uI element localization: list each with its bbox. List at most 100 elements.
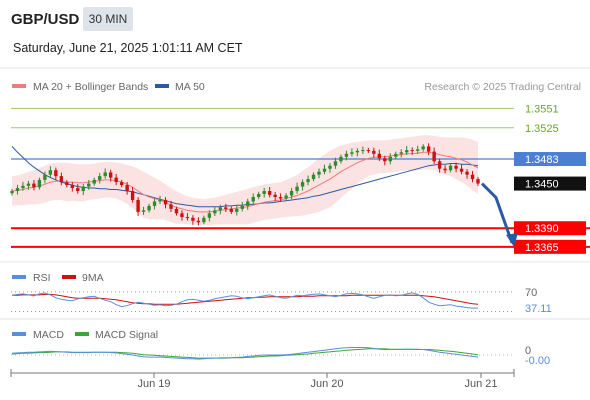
candle-body	[443, 168, 447, 171]
candle-body	[355, 150, 360, 153]
candle-body	[229, 208, 233, 212]
chart-header: GBP/USD 30 MIN Saturday, June 21, 2025 1…	[0, 0, 590, 55]
candle-body	[130, 191, 135, 200]
macd-legend-swatch	[12, 332, 26, 336]
candle-body	[273, 194, 277, 197]
rsi-ma-legend-swatch	[62, 275, 76, 279]
candle-body	[339, 156, 343, 162]
candle-body	[147, 205, 151, 211]
rsi-panel: 70 37.11	[11, 287, 552, 315]
research-credit: Research © 2025 Trading Central	[424, 81, 581, 93]
candle-body	[235, 208, 239, 212]
candle-body	[185, 217, 190, 219]
candle-body	[92, 179, 96, 184]
candle-body	[257, 194, 261, 197]
rsi-legend-swatch	[12, 275, 26, 279]
symbol-title: GBP/USD	[11, 11, 80, 28]
x-axis-tick-label: Jun 21	[464, 378, 497, 390]
candle-body	[196, 220, 201, 223]
candle-body	[81, 186, 85, 192]
candle-body	[410, 150, 414, 152]
candle-body	[350, 152, 354, 154]
candle-body	[65, 182, 69, 186]
candle-body	[10, 191, 14, 194]
x-axis-tick-label: Jun 20	[310, 378, 343, 390]
candle-body	[207, 213, 212, 218]
candle-body	[119, 182, 124, 186]
price-panel: 1.3551 1.3525 1.3483 1.3450 1.3390 1.3365	[10, 103, 590, 254]
candle-body	[180, 213, 184, 218]
candle-body	[76, 188, 80, 192]
candle-body	[383, 158, 387, 162]
timeframe-button[interactable]: 30 MIN	[83, 7, 133, 31]
candle-body	[459, 168, 464, 172]
candle-body	[377, 153, 382, 159]
candle-body	[87, 183, 91, 187]
ma50-legend-swatch	[155, 84, 169, 88]
candle-body	[32, 183, 36, 188]
rsi-ma-line	[12, 293, 479, 305]
support-level-label: 1.3365	[525, 242, 559, 254]
candle-body	[415, 149, 420, 151]
candle-body	[267, 191, 272, 195]
pivot-price-tag	[514, 152, 586, 167]
candle-body	[246, 201, 250, 206]
last-price-tag	[514, 176, 586, 191]
candle-body	[284, 195, 288, 199]
macd-line	[11, 347, 479, 360]
candle-body	[465, 171, 469, 175]
rsi-current-label: 37.11	[525, 303, 552, 315]
ma50-legend-label: MA 50	[175, 81, 205, 93]
candle-body	[174, 208, 179, 214]
candle-body	[163, 199, 168, 205]
candle-body	[103, 172, 107, 177]
rsi-ma-legend-label: 9MA	[82, 272, 104, 284]
candle-body	[405, 150, 409, 153]
candle-body	[317, 171, 321, 175]
candle-body	[43, 174, 47, 180]
candle-body	[240, 205, 244, 209]
candle-body	[432, 151, 436, 162]
rsi-legend-label: RSI	[33, 272, 51, 284]
datetime-label: Saturday, June 21, 2025 1:01:11 AM CET	[13, 41, 243, 55]
candle-body	[322, 168, 327, 172]
forecast-arrow	[480, 182, 514, 244]
candle-body	[54, 170, 58, 177]
x-axis-tick-label: Jun 19	[137, 378, 170, 390]
candle-body	[15, 188, 20, 192]
macd-panel: 0-0.00	[11, 345, 550, 367]
candle-body	[399, 152, 403, 154]
candle-body	[125, 185, 129, 192]
candle-body	[191, 217, 195, 221]
resistance-level-label: 1.3551	[525, 103, 559, 115]
rsi-level-label: 70	[525, 287, 537, 299]
candle-body	[344, 153, 349, 157]
bollinger-band-fill	[12, 135, 478, 226]
candle-body	[333, 161, 338, 166]
candle-body	[476, 179, 480, 184]
candle-body	[202, 217, 206, 223]
candle-body	[470, 174, 475, 180]
candle-body	[158, 199, 162, 202]
candle-body	[262, 191, 266, 194]
candle-body	[437, 161, 442, 169]
candle-body	[421, 146, 425, 150]
macd-zero-label: 0	[525, 345, 531, 357]
candle-body	[366, 150, 371, 152]
rsi-line	[11, 292, 478, 309]
candle-body	[108, 172, 113, 178]
candle-body	[251, 196, 255, 202]
candle-body	[26, 183, 31, 186]
candle-body	[224, 207, 228, 209]
ma20-legend-label: MA 20 + Bollinger Bands	[33, 81, 148, 93]
candle-body	[152, 201, 157, 206]
macd-signal-legend-swatch	[75, 332, 89, 336]
candle-body	[213, 210, 217, 214]
candle-body	[70, 185, 75, 189]
candle-body	[218, 207, 223, 211]
candle-body	[388, 156, 392, 162]
candle-body	[48, 170, 53, 175]
candle-body	[426, 146, 431, 152]
support-price-tag	[514, 239, 586, 254]
